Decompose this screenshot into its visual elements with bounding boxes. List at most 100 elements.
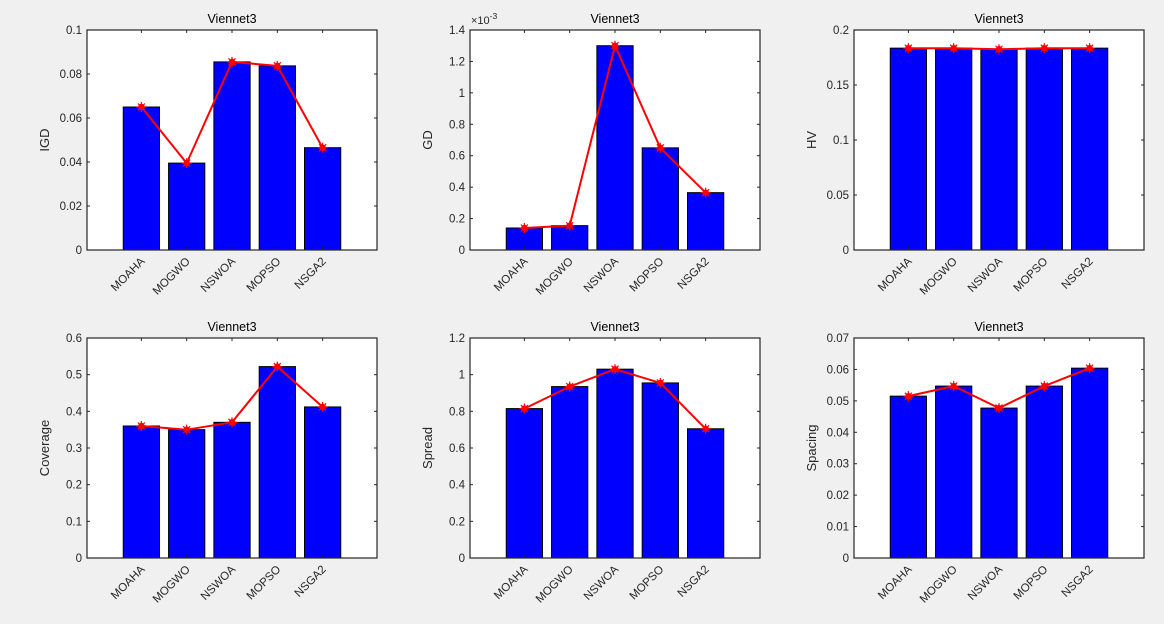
xtick-label-mopso: MOPSO	[245, 256, 284, 295]
xtick-label-nsga2: NSGA2	[676, 256, 712, 292]
bar-mogwo	[168, 429, 206, 559]
bar-nsga2	[687, 428, 725, 559]
xtick-label-mogwo: MOGWO	[151, 564, 193, 606]
marker-moaha	[519, 223, 530, 233]
marker-stroke	[182, 159, 191, 168]
bar-mopso	[641, 382, 679, 559]
chart-title: Viennet3	[974, 12, 1023, 26]
marker-nswoa	[227, 417, 237, 428]
marker-stroke	[904, 44, 913, 53]
ytick-label: 0.2	[449, 214, 465, 226]
chart-title: Viennet3	[207, 12, 256, 26]
xtick-label-moaha: MOAHA	[109, 563, 148, 602]
bar-moaha	[122, 425, 160, 559]
marker-stroke	[137, 422, 146, 430]
y-axis-label: Spread	[420, 427, 435, 469]
xtick-label-mopso: MOPSO	[1012, 256, 1051, 295]
bar-mopso	[1025, 385, 1063, 559]
bar-nswoa	[596, 368, 634, 559]
marker-stroke	[949, 44, 958, 53]
marker-mogwo	[181, 158, 192, 169]
bar-mogwo	[935, 47, 973, 251]
bar-moaha	[889, 47, 927, 251]
bar-moaha	[505, 408, 543, 559]
subplot-igd: 0 0.02 0.04 0.06 0.08 0.1 MOAHA MOGWO NSWOA MOPSO…	[37, 12, 378, 298]
ytick-label: 0.05	[827, 190, 849, 202]
subplot-spread: 0 0.2 0.4 0.6 0.8 1 1.2 MOAHA MOGWO NSWOA MOPSO NSG…	[420, 320, 761, 606]
xtick-label-nswoa: NSWOA	[199, 563, 238, 602]
exponent-base: ×10	[471, 15, 490, 27]
marker-nswoa	[227, 56, 237, 67]
marker-stroke	[565, 221, 574, 230]
ytick-label: 0.6	[449, 151, 465, 163]
ytick-label: 0.5	[66, 370, 82, 382]
ytick-label: 0.07	[827, 333, 849, 345]
xtick-label-mopso: MOPSO	[1012, 564, 1051, 603]
marker-stroke	[1040, 44, 1049, 53]
ytick-label: 0.04	[60, 157, 83, 169]
y-axis-label: HV	[804, 131, 819, 149]
ytick-label: 0.08	[60, 69, 82, 81]
marker-nswoa	[994, 403, 1004, 414]
marker-stroke	[701, 188, 710, 197]
ytick-label: 0.4	[66, 406, 83, 418]
marker-stroke	[701, 424, 710, 433]
chart-title: Viennet3	[974, 320, 1023, 334]
xtick-label-moaha: MOAHA	[109, 255, 148, 294]
xtick-label-mopso: MOPSO	[245, 564, 284, 603]
chart-title: Viennet3	[207, 320, 256, 334]
marker-stroke	[611, 365, 619, 374]
marker-nsga2	[700, 187, 711, 198]
xtick-label-nsga2: NSGA2	[676, 564, 712, 600]
xtick-label-nswoa: NSWOA	[582, 563, 621, 602]
marker-stroke	[904, 392, 913, 401]
ytick-label: 0.8	[449, 119, 465, 131]
bar-nswoa	[980, 407, 1018, 559]
marker-stroke	[1085, 44, 1094, 53]
ytick-label: 0.02	[827, 490, 849, 502]
ytick-label: 0.6	[449, 443, 465, 455]
bar-nsga2	[304, 147, 342, 251]
xtick-label-nsga2: NSGA2	[1060, 256, 1096, 292]
xtick-label-moaha: MOAHA	[876, 255, 915, 294]
marker-nswoa	[610, 364, 620, 375]
ytick-label: 0.4	[449, 182, 466, 194]
marker-stroke	[228, 57, 236, 66]
marker-mopso	[655, 142, 666, 153]
bar-mopso	[1025, 47, 1063, 251]
ytick-label: 0.1	[833, 135, 849, 147]
bar-nsga2	[1071, 47, 1109, 251]
ytick-label: 0.2	[833, 25, 849, 37]
marker-stroke	[1085, 364, 1094, 373]
marker-stroke	[1040, 382, 1049, 391]
ytick-label: 0	[843, 245, 849, 257]
ytick-label: 0.8	[449, 406, 465, 418]
bar-mogwo	[935, 385, 973, 559]
ytick-label: 0.1	[66, 25, 82, 37]
ytick-label: 0.4	[449, 480, 466, 492]
bar-nswoa	[213, 61, 251, 251]
xtick-label-mopso: MOPSO	[628, 564, 667, 603]
marker-mopso	[272, 361, 283, 372]
marker-nsga2	[700, 423, 711, 434]
xtick-label-mogwo: MOGWO	[534, 256, 576, 298]
bar-nsga2	[1071, 367, 1109, 559]
ytick-label: 0.2	[449, 516, 465, 528]
ytick-label: 0	[76, 245, 82, 257]
xtick-label-nswoa: NSWOA	[582, 255, 621, 294]
marker-stroke	[520, 404, 529, 413]
marker-moaha	[903, 391, 914, 402]
xtick-label-nswoa: NSWOA	[966, 563, 1005, 602]
xtick-label-mopso: MOPSO	[628, 256, 667, 295]
marker-moaha	[903, 43, 914, 54]
ytick-label: 0	[459, 553, 465, 565]
ytick-label: 0.1	[66, 516, 82, 528]
ytick-label: 1	[459, 88, 465, 100]
xtick-label-mogwo: MOGWO	[534, 564, 576, 606]
ytick-label: 0.6	[66, 333, 82, 345]
marker-stroke	[520, 224, 529, 232]
bar-mopso	[258, 366, 296, 559]
ytick-label: 0.06	[827, 364, 849, 376]
ytick-label: 0.05	[827, 396, 849, 408]
bar-nsga2	[687, 192, 725, 251]
